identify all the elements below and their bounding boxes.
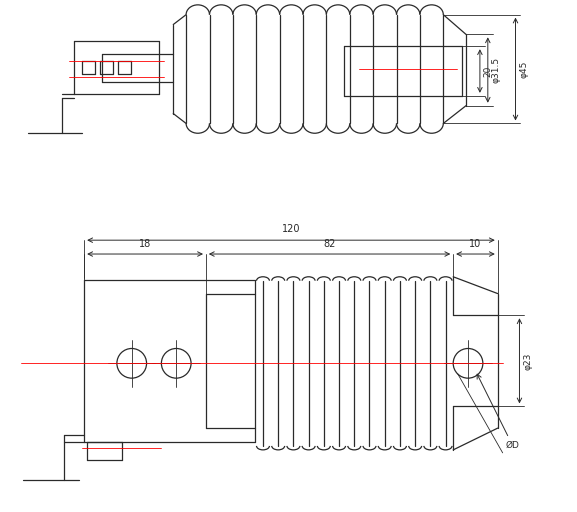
Text: ØD: ØD (477, 374, 519, 450)
Text: 82: 82 (323, 239, 336, 249)
Text: 120: 120 (282, 224, 300, 234)
Text: φ45: φ45 (519, 60, 529, 78)
Text: 18: 18 (139, 239, 151, 249)
Text: 10: 10 (469, 239, 482, 249)
Text: φ31.5: φ31.5 (492, 57, 501, 83)
Text: 20: 20 (484, 66, 493, 77)
Text: φ23: φ23 (523, 352, 533, 370)
